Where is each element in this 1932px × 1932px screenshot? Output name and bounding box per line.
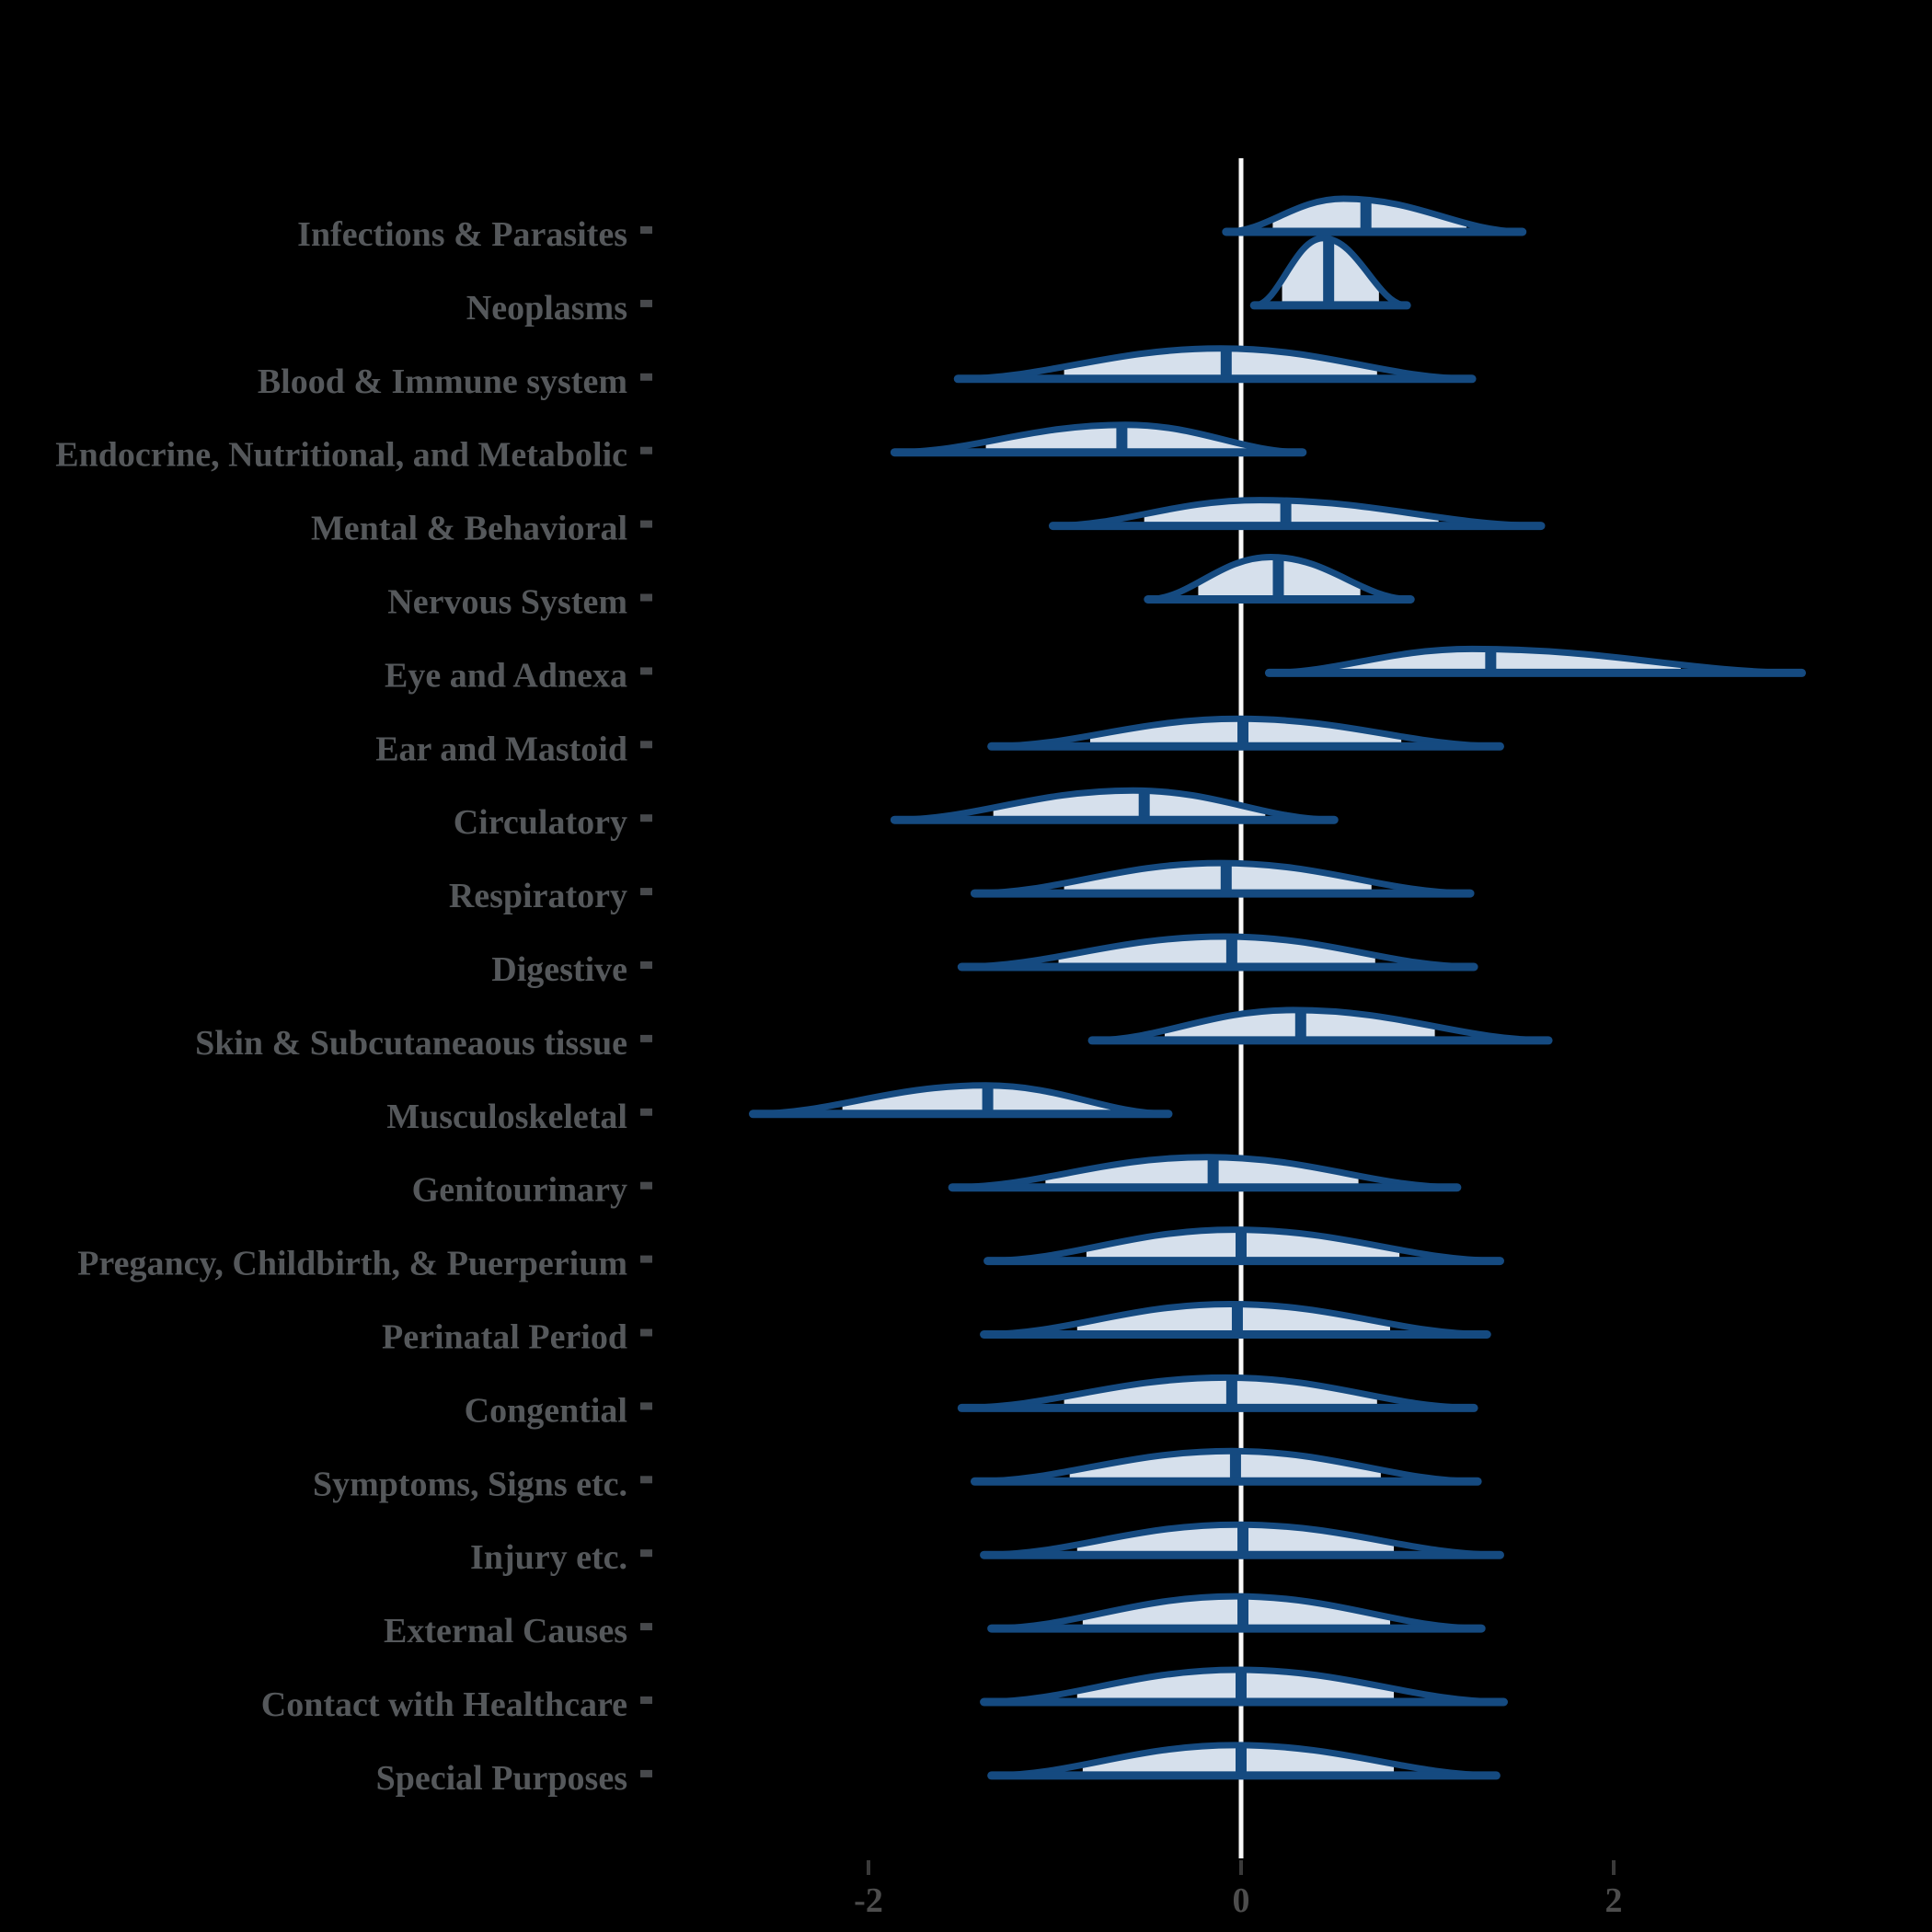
row-label: Blood & Immune system [258, 362, 627, 401]
row-label: Congential [465, 1391, 627, 1430]
density-outline [950, 1154, 1459, 1191]
row-label: Ear and Mastoid [375, 730, 627, 768]
density-row: Musculoskeletal [386, 1082, 1173, 1136]
y-axis-tick-marker [640, 299, 652, 307]
density-outline [892, 787, 1336, 823]
density-interval-fill [1338, 649, 1681, 673]
density-outline [990, 1742, 1498, 1779]
y-axis-tick-marker [640, 1402, 652, 1410]
row-label: Neoplasms [466, 289, 627, 328]
row-label: Contact with Healthcare [261, 1685, 627, 1724]
density-row: Digestive [491, 933, 1478, 989]
density-row: Circulatory [454, 787, 1339, 842]
y-axis-tick-marker [640, 1108, 652, 1116]
density-interval-fill [1144, 500, 1439, 526]
row-label: Mental & Behavioral [311, 510, 627, 548]
y-axis-tick-marker [640, 1255, 652, 1263]
density-row: Genitourinary [412, 1154, 1462, 1210]
row-label: Respiratory [449, 877, 627, 915]
row-label: Special Purposes [376, 1759, 627, 1798]
y-axis-tick-marker [640, 1549, 652, 1558]
density-row: External Causes [384, 1593, 1486, 1650]
y-axis-tick-marker [640, 373, 652, 381]
y-axis-tick-marker [640, 1034, 652, 1042]
density-row: Congential [465, 1374, 1478, 1430]
density-row: Contact with Healthcare [261, 1666, 1508, 1724]
density-outline [972, 1447, 1479, 1485]
density-outline [956, 345, 1474, 383]
density-outline [1146, 554, 1412, 603]
density-outline [1252, 235, 1409, 309]
density-row: Eye and Adnexa [385, 645, 1806, 695]
density-outline [983, 1521, 1501, 1558]
density-outline [960, 933, 1476, 971]
y-axis-tick-marker [640, 814, 652, 822]
density-row: Mental & Behavioral [311, 497, 1546, 548]
density-row: Symptoms, Signs etc. [313, 1447, 1482, 1503]
density-outline [960, 1374, 1476, 1411]
y-axis-tick-marker [640, 741, 652, 749]
y-axis-tick-marker [640, 520, 652, 528]
density-outline [1090, 1006, 1550, 1044]
y-axis-tick-marker [640, 226, 652, 234]
row-label: Musculoskeletal [386, 1098, 627, 1136]
density-row: Infections & Parasites [297, 195, 1527, 254]
density-outline [1225, 195, 1524, 236]
row-label: Symptoms, Signs etc. [313, 1465, 627, 1503]
density-outline [986, 1226, 1501, 1265]
x-axis-tick-label: 2 [1605, 1881, 1623, 1920]
density-outline [990, 1593, 1483, 1632]
density-outline [983, 1301, 1489, 1338]
y-axis-tick-marker [640, 593, 652, 602]
x-axis-tick-label: 0 [1233, 1881, 1250, 1920]
row-label: Skin & Subcutaneaous tissue [195, 1024, 627, 1063]
y-axis-tick-marker [640, 1181, 652, 1190]
density-outline [751, 1082, 1170, 1118]
y-axis-tick-marker [640, 1769, 652, 1777]
row-label: External Causes [384, 1612, 627, 1650]
row-label: Injury etc. [470, 1538, 627, 1577]
density-outline [1267, 645, 1803, 676]
row-label: Eye and Adnexa [385, 656, 627, 695]
density-row: Injury etc. [470, 1521, 1504, 1577]
density-outline [892, 421, 1305, 456]
row-label: Infections & Parasites [297, 215, 627, 254]
density-row: Special Purposes [376, 1742, 1501, 1798]
density-row: Ear and Mastoid [375, 715, 1504, 768]
y-axis-tick-marker [640, 961, 652, 969]
y-axis-tick-marker [640, 1476, 652, 1484]
density-row: Perinatal Period [382, 1301, 1491, 1357]
y-axis-tick-marker [640, 446, 652, 454]
row-label: Digestive [491, 950, 627, 989]
density-row: Pregancy, Childbirth, & Puerperium [77, 1226, 1504, 1283]
density-row: Skin & Subcutaneaous tissue [195, 1006, 1553, 1063]
y-axis-tick-marker [640, 1623, 652, 1631]
density-row: Endocrine, Nutritional, and Metabolic [55, 421, 1307, 475]
y-axis-tick-marker [640, 667, 652, 675]
density-row: Respiratory [449, 859, 1475, 915]
row-label: Nervous System [387, 583, 627, 622]
y-axis-tick-marker [640, 888, 652, 896]
density-outline [972, 859, 1472, 897]
density-outline [983, 1666, 1505, 1706]
row-label: Endocrine, Nutritional, and Metabolic [55, 436, 627, 475]
row-label: Circulatory [454, 803, 627, 842]
density-outline [1052, 497, 1543, 530]
y-axis-tick-marker [640, 1696, 652, 1704]
row-label: Genitourinary [412, 1171, 627, 1210]
y-axis-tick-marker [640, 1328, 652, 1337]
row-label: Pregancy, Childbirth, & Puerperium [77, 1245, 627, 1283]
density-row: Nervous System [387, 554, 1415, 622]
density-outline [990, 715, 1501, 750]
row-label: Perinatal Period [382, 1318, 627, 1357]
density-row: Blood & Immune system [258, 345, 1477, 401]
x-axis-tick-label: -2 [854, 1881, 883, 1920]
density-row: Neoplasms [466, 235, 1411, 328]
